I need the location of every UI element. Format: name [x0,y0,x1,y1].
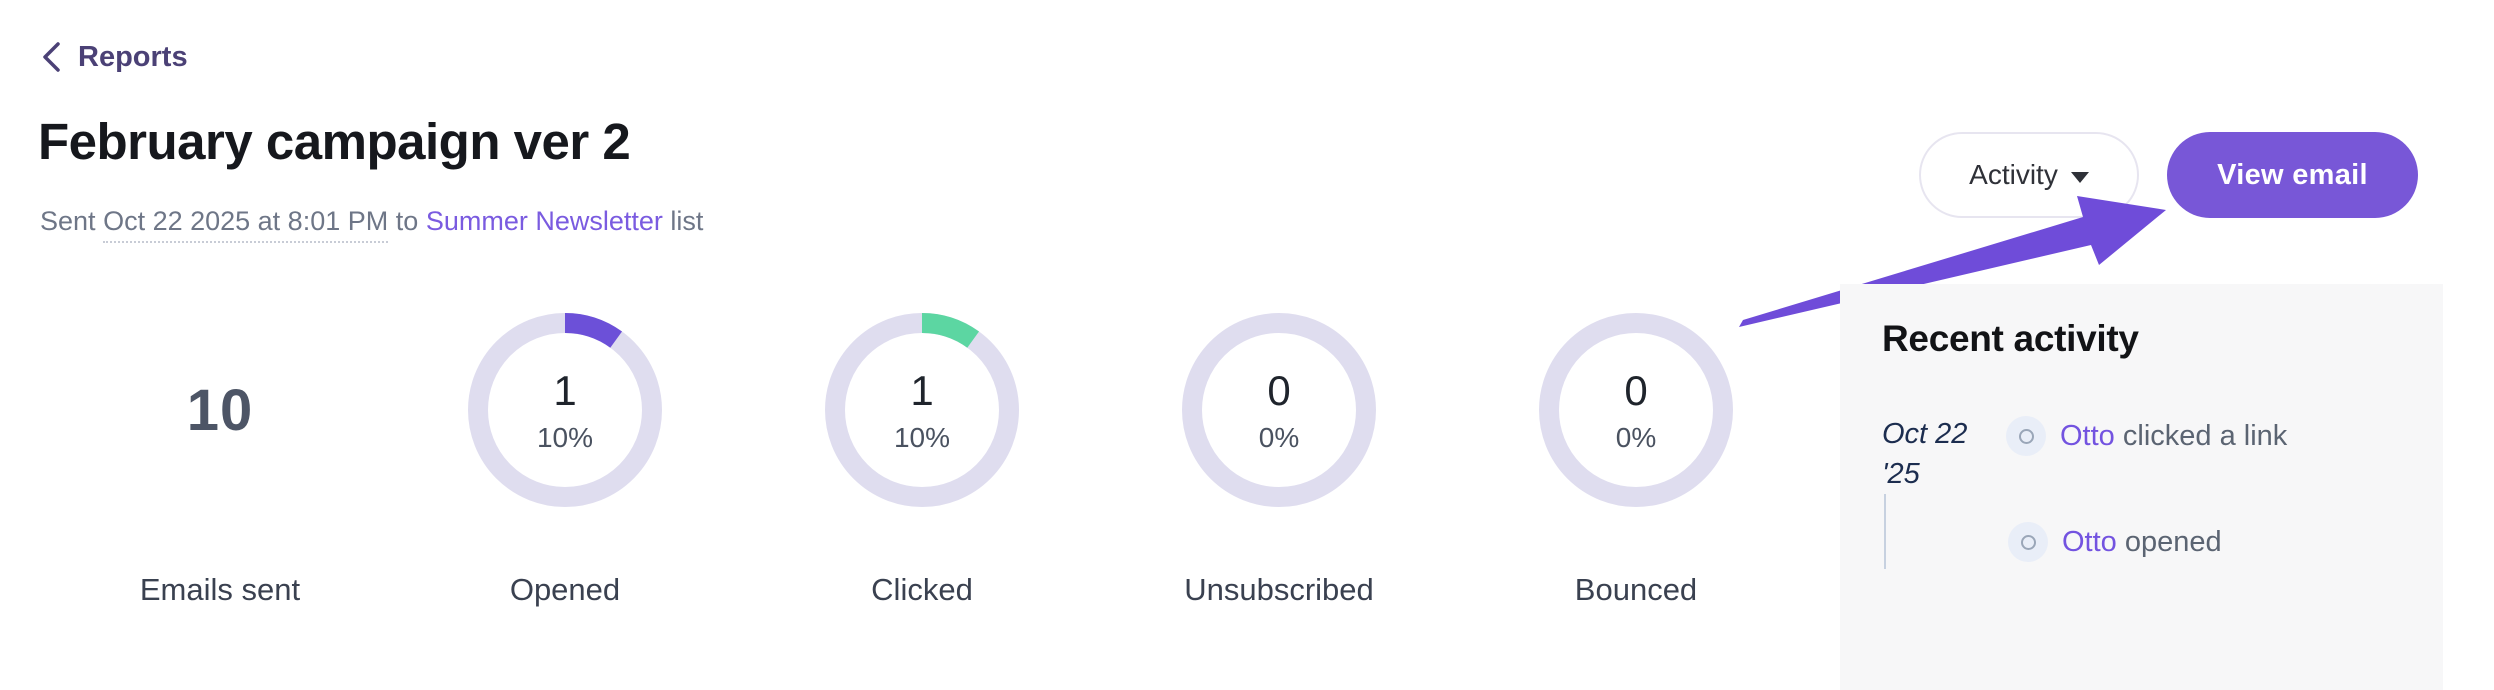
clicked-donut-chart [825,313,1019,507]
activity-action: clicked a link [2122,419,2288,452]
opened-count: 1 [553,366,577,414]
contact-link-otto[interactable]: Otto [2060,419,2115,452]
activity-item-text: Otto clicked a link [2060,420,2287,453]
emails-sent-value: 10 [186,377,254,443]
stat-opened: 1 10% [465,310,665,510]
stat-label-unsubscribed: Unsubscribed [1184,572,1374,607]
bounced-count: 0 [1624,366,1648,414]
timeline-date-line2: '25 [1882,458,1920,490]
sent-prefix: Sent [40,206,96,236]
unsubscribed-count: 0 [1267,366,1291,414]
summer-newsletter-link[interactable]: Summer Newsletter [425,206,663,236]
sent-connector: to [395,206,419,236]
stat-label-bounced: Bounced [1574,572,1698,607]
chevron-down-icon [2070,172,2089,183]
sent-info: Sent Oct 22 2025 at 8:01 PM to Summer Ne… [40,206,704,243]
stat-bounced: 0 0% [1536,310,1736,510]
unsubscribed-percent: 0% [1258,421,1300,453]
activity-dropdown-button[interactable]: Activity [1919,132,2139,218]
opened-donut-chart [468,313,662,507]
sent-datetime[interactable]: Oct 22 2025 at 8:01 PM [103,206,389,243]
activity-event-icon [2006,416,2046,456]
stat-unsubscribed: 0 0% [1179,310,1379,510]
stat-label-emails-sent: Emails sent [139,572,301,607]
activity-item: Otto opened [2008,522,2222,562]
recent-activity-panel: Recent activity Oct 22 '25 Otto clicked … [1840,284,2443,690]
chevron-left-icon [43,42,60,72]
activity-dropdown-label: Activity [1969,159,2058,190]
view-email-label: View email [2217,158,2368,191]
page-title: February campaign ver 2 [38,113,631,170]
stat-label-opened: Opened [509,572,621,607]
clicked-count: 1 [910,366,934,414]
recent-activity-title: Recent activity [1882,318,2139,359]
opened-percent: 10% [536,421,594,453]
breadcrumb-reports-link[interactable]: Reports [40,40,188,74]
unsubscribed-donut-chart [1182,313,1376,507]
breadcrumb-label: Reports [78,40,188,73]
timeline-date: Oct 22 '25 [1882,414,1992,494]
contact-link-otto[interactable]: Otto [2062,525,2117,558]
activity-item-text: Otto opened [2062,526,2222,559]
activity-event-icon [2008,522,2048,562]
bounced-percent: 0% [1615,421,1657,453]
activity-action: opened [2124,525,2222,558]
activity-item: Otto clicked a link [2006,416,2287,456]
clicked-percent: 10% [893,421,951,453]
stat-emails-sent: 10 [120,310,320,510]
stat-clicked: 1 10% [822,310,1022,510]
timeline-date-line1: Oct 22 [1882,418,1968,450]
stat-label-clicked: Clicked [871,572,973,607]
view-email-button[interactable]: View email [2167,132,2418,218]
bounced-donut-chart [1539,313,1733,507]
sent-suffix: list [670,206,704,236]
timeline-line [1884,494,1886,569]
